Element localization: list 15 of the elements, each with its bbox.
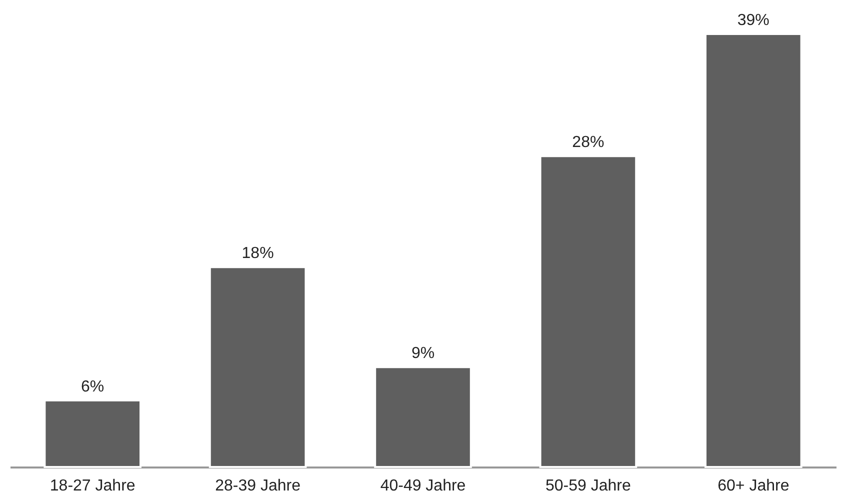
bar <box>44 399 142 468</box>
x-tick-label: 60+ Jahre <box>718 478 790 494</box>
x-tick-label: 28-39 Jahre <box>215 478 301 494</box>
data-label: 28% <box>572 134 604 152</box>
data-label: 39% <box>737 12 770 29</box>
x-tick-label: 50-59 Jahre <box>546 478 631 494</box>
bar <box>208 266 307 468</box>
data-label: 18% <box>242 245 274 262</box>
data-label: 6% <box>81 378 104 396</box>
bar <box>374 366 472 468</box>
data-label: 9% <box>411 345 435 362</box>
x-tick-label: 40-49 Jahre <box>380 478 466 494</box>
bar <box>539 155 638 468</box>
x-tick-label: 18-27 Jahre <box>50 478 136 494</box>
bar <box>704 33 802 468</box>
